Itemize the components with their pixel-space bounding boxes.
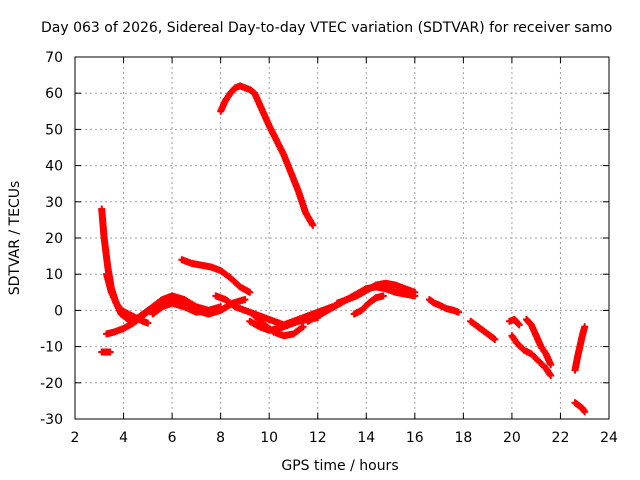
y-tick-label: 20 bbox=[45, 231, 63, 247]
data-point bbox=[231, 303, 247, 314]
data-point bbox=[158, 300, 174, 311]
axis-ticks: 2 4 6 8 10 12 14 16 18 20 22 24-30-20-1001020304050… bbox=[40, 50, 618, 446]
data-point bbox=[188, 259, 204, 269]
x-tick-label: 4 bbox=[119, 430, 128, 446]
y-tick-label: 70 bbox=[45, 50, 63, 66]
data-point bbox=[323, 302, 340, 314]
data-point bbox=[581, 408, 589, 416]
data-point bbox=[491, 335, 499, 343]
data-point bbox=[379, 292, 387, 300]
data-point bbox=[280, 151, 294, 175]
data-series-d bbox=[98, 348, 114, 356]
data-point bbox=[106, 348, 114, 356]
data-series-b bbox=[103, 270, 152, 327]
data-point bbox=[520, 346, 534, 357]
y-tick-label: -10 bbox=[40, 340, 63, 356]
data-point bbox=[217, 303, 225, 311]
y-tick-label: 0 bbox=[54, 303, 63, 319]
data-point bbox=[100, 234, 112, 269]
x-tick-label: 20 bbox=[503, 430, 521, 446]
data-point bbox=[144, 300, 162, 314]
data-point bbox=[299, 323, 307, 331]
data-series-n bbox=[350, 292, 387, 318]
data-point bbox=[547, 361, 555, 369]
y-tick-label: 10 bbox=[45, 267, 63, 283]
x-tick-label: 18 bbox=[454, 430, 472, 446]
x-tick-label: 12 bbox=[309, 430, 327, 446]
x-tick-label: 8 bbox=[216, 430, 225, 446]
y-tick-label: 50 bbox=[45, 122, 63, 138]
data-series-t bbox=[571, 323, 589, 374]
data-point bbox=[197, 261, 213, 271]
data-point bbox=[260, 314, 276, 325]
data-point bbox=[98, 205, 108, 240]
y-axis-label: SDTVAR / TECUs bbox=[7, 181, 23, 296]
data-series-f bbox=[149, 299, 225, 318]
data-series-i bbox=[217, 82, 317, 229]
x-axis-label: GPS time / hours bbox=[281, 458, 398, 474]
plot-frame bbox=[74, 56, 610, 420]
x-tick-label: 10 bbox=[260, 430, 278, 446]
data-point bbox=[430, 299, 441, 308]
data-point bbox=[581, 323, 589, 331]
data-point bbox=[455, 308, 463, 316]
x-tick-label: 24 bbox=[600, 430, 618, 446]
data-point bbox=[294, 316, 310, 325]
data-series-q bbox=[505, 315, 523, 329]
y-tick-label: 30 bbox=[45, 195, 63, 211]
data-point bbox=[309, 221, 317, 229]
y-tick-label: -20 bbox=[40, 376, 63, 392]
data-series-o bbox=[425, 296, 463, 316]
grid bbox=[75, 57, 609, 419]
data-point bbox=[217, 98, 229, 115]
data-point bbox=[144, 319, 152, 327]
data-series-p bbox=[467, 317, 499, 343]
data-point bbox=[411, 292, 419, 300]
data-point bbox=[255, 323, 272, 334]
data-point bbox=[314, 307, 330, 320]
x-tick-label: 2 bbox=[71, 430, 80, 446]
data-point bbox=[246, 288, 254, 296]
y-tick-label: -30 bbox=[40, 412, 63, 428]
data-point bbox=[236, 283, 252, 296]
y-tick-label: 60 bbox=[45, 86, 63, 102]
data-point bbox=[241, 296, 249, 304]
data-point bbox=[226, 274, 243, 290]
x-tick-label: 6 bbox=[168, 430, 177, 446]
data-point bbox=[515, 321, 523, 329]
data-series-m bbox=[333, 283, 419, 307]
data-point bbox=[241, 84, 252, 93]
chart-title: Day 063 of 2026, Sidereal Day-to-day VTE… bbox=[41, 20, 612, 36]
y-tick-label: 40 bbox=[45, 159, 63, 175]
data-series-g bbox=[178, 256, 254, 296]
data-series-r bbox=[522, 315, 555, 369]
x-tick-label: 22 bbox=[552, 430, 570, 446]
data-point bbox=[217, 267, 233, 281]
data-series-u bbox=[571, 399, 589, 416]
data-series-s bbox=[508, 332, 555, 380]
x-tick-label: 16 bbox=[406, 430, 424, 446]
data-series-l bbox=[304, 279, 419, 325]
data-point bbox=[547, 372, 555, 380]
data-points bbox=[98, 82, 589, 416]
data-point bbox=[527, 321, 539, 338]
x-tick-label: 14 bbox=[357, 430, 375, 446]
